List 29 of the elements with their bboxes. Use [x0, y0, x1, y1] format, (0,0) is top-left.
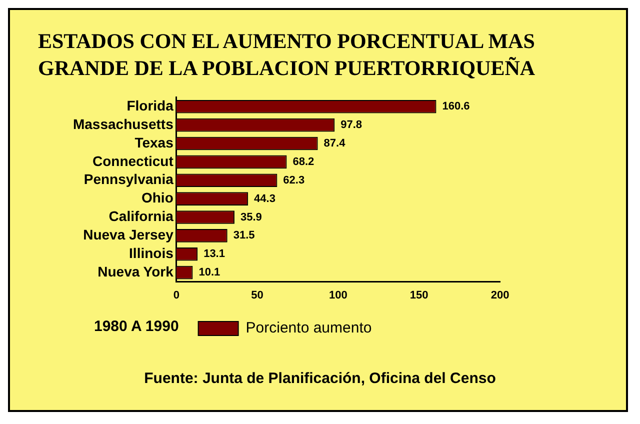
data-label: 35.9	[240, 211, 262, 224]
y-tick-label: Ohio	[141, 190, 174, 206]
legend-label: Porciento aumento	[246, 320, 372, 337]
y-tick-label: Illinois	[129, 245, 174, 261]
data-label: 87.4	[324, 138, 346, 150]
data-label: 68.2	[292, 156, 314, 168]
x-tick-label: 200	[490, 289, 510, 302]
chart-title: ESTADOS CON EL AUMENTO PORCENTUAL MAS GRANDE DE LA POBLACION PUERTORRIQUEÑA	[38, 28, 536, 82]
y-tick-label: Massachusetts	[72, 116, 174, 132]
y-tick-label: Texas	[134, 134, 174, 150]
y-tick-label: Florida	[126, 97, 174, 114]
source-note: Fuente: Junta de Planificación, Oficina del Censo	[143, 370, 497, 387]
x-tick-label: 100	[329, 289, 348, 302]
data-label: 44.3	[254, 192, 276, 205]
x-tick-label: 150	[410, 289, 428, 302]
x-tick-label: 0	[173, 289, 180, 302]
x-tick-label: 50	[251, 289, 264, 302]
data-label: 10.1	[198, 266, 220, 279]
y-tick-label: Nueva Jersey	[83, 226, 174, 243]
data-label: 31.5	[233, 230, 255, 242]
y-tick-label: Connecticut	[92, 152, 174, 169]
text: 1980 A 1990	[94, 318, 179, 335]
y-tick-label: Pennsylvania	[84, 171, 174, 188]
y-tick-label: California	[108, 208, 174, 224]
data-label: 97.8	[340, 119, 362, 132]
data-label: 62.3	[283, 174, 305, 186]
data-label: 13.1	[204, 248, 225, 260]
data-label: 160.6	[442, 100, 470, 113]
y-tick-label: Nueva York	[98, 263, 174, 280]
